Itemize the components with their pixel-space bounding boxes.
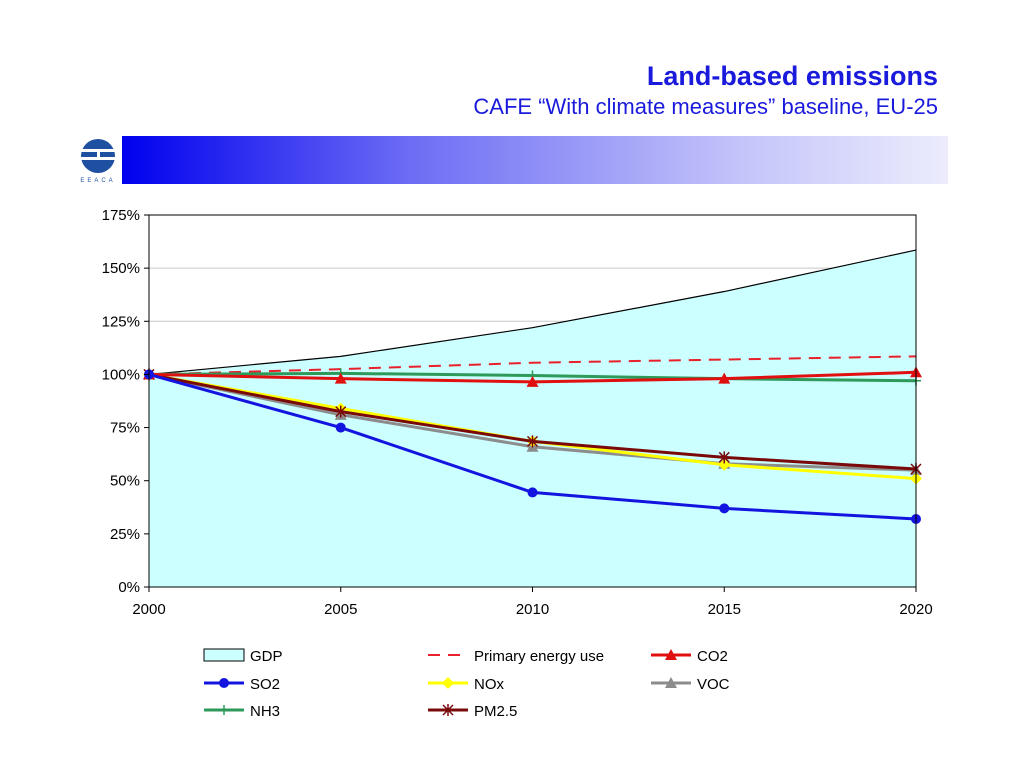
slide-subtitle: CAFE “With climate measures” baseline, E…: [473, 94, 938, 119]
legend-item-so2: SO2: [204, 676, 280, 693]
header-banner: EEACA: [76, 136, 948, 184]
pm25-point-2005: [335, 405, 347, 418]
x-tick-label: 2010: [516, 601, 549, 618]
so2-point-2010: [527, 487, 538, 498]
co2-point-2015: [718, 372, 731, 384]
nox-point-2015: [718, 458, 731, 471]
legend-marker-voc: [665, 677, 677, 688]
legend-item-nox: NOx: [428, 676, 505, 693]
co2-point-2010: [526, 375, 539, 387]
eea-logo: EEACA: [76, 136, 120, 184]
legend-swatch-gdp: [203, 648, 245, 662]
legend-label-pm25: PM2.5: [474, 703, 517, 720]
legend-item-primary_energy: Primary energy use: [428, 648, 604, 665]
legend-marker-nh3: [219, 705, 229, 715]
legend-item-gdp: GDP: [203, 648, 283, 665]
legend: GDP Primary energy use CO2 SO2 NOx VOC NH3 PM2.…: [203, 648, 730, 720]
legend-label-so2: SO2: [250, 676, 280, 693]
pm25-point-2010: [526, 435, 539, 448]
gdp-line: [148, 249, 917, 376]
x-tick-label: 2000: [132, 601, 165, 618]
legend-marker-pm25: [442, 704, 454, 716]
so2-point-2005: [335, 422, 346, 433]
y-tick-label: 150%: [102, 260, 140, 277]
y-tick-label: 125%: [102, 313, 140, 330]
so2-point-2015: [719, 503, 730, 514]
pm25-point-2015: [718, 451, 730, 464]
y-tick-label: 100%: [102, 366, 140, 383]
legend-label-nox: NOx: [474, 676, 505, 693]
primary_energy-line: [148, 355, 917, 376]
gdp-area: [149, 250, 916, 587]
legend-item-pm25: PM2.5: [428, 703, 517, 720]
legend-label-voc: VOC: [697, 676, 730, 693]
gradient-band: [122, 136, 948, 184]
svg-text:EEACA: EEACA: [80, 178, 115, 184]
legend-item-voc: VOC: [651, 676, 730, 693]
slide-title-block: Land-based emissions CAFE “With climate …: [473, 60, 938, 122]
legend-item-co2: CO2: [651, 648, 728, 665]
y-tick-label: 0%: [118, 579, 140, 596]
slide-title: Land-based emissions: [646, 61, 938, 91]
y-tick-label: 50%: [110, 473, 140, 490]
x-tick-label: 2020: [899, 601, 932, 618]
legend-label-nh3: NH3: [250, 703, 280, 720]
legend-item-nh3: NH3: [204, 703, 280, 720]
plot-area: [143, 249, 922, 587]
legend-label-primary_energy: Primary energy use: [474, 648, 604, 665]
x-tick-label: 2005: [324, 601, 357, 618]
co2-point-2005: [334, 372, 347, 384]
x-tick-label: 2015: [708, 601, 741, 618]
legend-marker-so2: [219, 678, 229, 688]
legend-marker-nox: [442, 677, 454, 689]
legend-marker-co2: [665, 649, 677, 660]
legend-label-gdp: GDP: [250, 648, 283, 665]
y-tick-label: 75%: [110, 420, 140, 437]
y-tick-label: 25%: [110, 526, 140, 543]
y-tick-label: 175%: [102, 207, 140, 224]
axes: 0% 25% 50% 75% 100% 125% 150% 175% 2000 2005 2010 2…: [102, 207, 933, 618]
eea-logo-icon: EEACA: [80, 139, 115, 184]
legend-label-co2: CO2: [697, 648, 728, 665]
